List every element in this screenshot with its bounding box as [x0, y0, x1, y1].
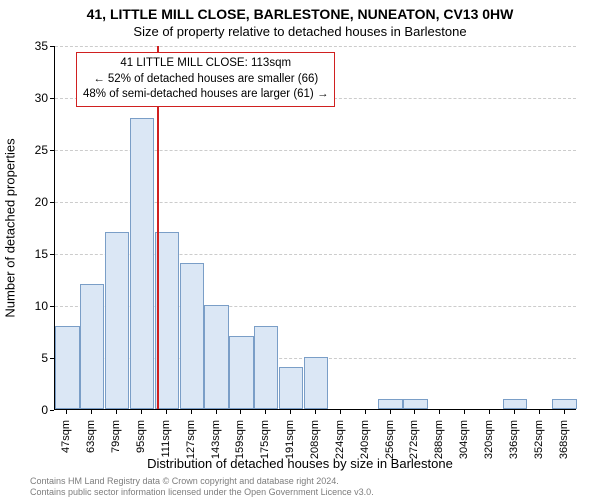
note-line-1: 41 LITTLE MILL CLOSE: 113sqm	[83, 56, 328, 72]
y-tick-label: 20	[8, 195, 48, 209]
chart-title: 41, LITTLE MILL CLOSE, BARLESTONE, NUNEA…	[0, 6, 600, 22]
histogram-bar	[403, 399, 427, 409]
x-tick	[141, 410, 142, 414]
x-tick	[464, 410, 465, 414]
x-tick-label: 95sqm	[135, 420, 147, 480]
x-tick-label: 224sqm	[334, 420, 346, 480]
y-tick-label: 30	[8, 91, 48, 105]
y-tick	[50, 254, 54, 255]
x-tick-label: 127sqm	[185, 420, 197, 480]
x-tick-label: 79sqm	[110, 420, 122, 480]
note-line-2: ← 52% of detached houses are smaller (66…	[83, 72, 328, 88]
y-axis-label: Number of detached properties	[3, 138, 18, 317]
marker-note: 41 LITTLE MILL CLOSE: 113sqm← 52% of det…	[76, 52, 335, 107]
histogram-bar	[204, 305, 228, 409]
x-tick	[365, 410, 366, 414]
x-tick	[166, 410, 167, 414]
x-tick-label: 336sqm	[508, 420, 520, 480]
x-tick-label: 288sqm	[433, 420, 445, 480]
y-tick	[50, 202, 54, 203]
x-tick-label: 191sqm	[284, 420, 296, 480]
y-tick	[50, 98, 54, 99]
y-tick-label: 25	[8, 143, 48, 157]
footer-line-2: Contains public sector information licen…	[30, 487, 374, 498]
histogram-bar	[552, 399, 576, 409]
histogram-bar	[378, 399, 402, 409]
x-tick	[240, 410, 241, 414]
x-tick	[340, 410, 341, 414]
x-tick-label: 304sqm	[458, 420, 470, 480]
x-tick-label: 175sqm	[259, 420, 271, 480]
histogram-bar	[304, 357, 328, 409]
x-tick-label: 352sqm	[533, 420, 545, 480]
note-line-3: 48% of semi-detached houses are larger (…	[83, 87, 328, 103]
x-tick-label: 320sqm	[483, 420, 495, 480]
x-tick	[91, 410, 92, 414]
x-tick	[489, 410, 490, 414]
x-tick-label: 159sqm	[234, 420, 246, 480]
histogram-bar	[254, 326, 278, 409]
y-tick-label: 5	[8, 351, 48, 365]
y-tick-label: 10	[8, 299, 48, 313]
x-tick-label: 256sqm	[384, 420, 396, 480]
footer-attribution: Contains HM Land Registry data © Crown c…	[30, 476, 374, 498]
chart-container: 41, LITTLE MILL CLOSE, BARLESTONE, NUNEA…	[0, 0, 600, 500]
x-tick	[116, 410, 117, 414]
x-tick-label: 143sqm	[210, 420, 222, 480]
x-tick-label: 272sqm	[408, 420, 420, 480]
histogram-bar	[105, 232, 129, 409]
histogram-bar	[130, 118, 154, 409]
x-tick	[564, 410, 565, 414]
x-tick-label: 240sqm	[359, 420, 371, 480]
x-tick-label: 208sqm	[309, 420, 321, 480]
x-tick	[439, 410, 440, 414]
y-tick-label: 15	[8, 247, 48, 261]
x-tick	[390, 410, 391, 414]
y-tick	[50, 306, 54, 307]
x-tick	[216, 410, 217, 414]
x-tick-label: 63sqm	[85, 420, 97, 480]
x-tick	[414, 410, 415, 414]
histogram-bar	[503, 399, 527, 409]
histogram-bar	[229, 336, 253, 409]
x-tick	[315, 410, 316, 414]
y-tick-label: 0	[8, 403, 48, 417]
histogram-bar	[180, 263, 204, 409]
x-tick	[66, 410, 67, 414]
histogram-bar	[279, 367, 303, 409]
x-tick-label: 111sqm	[160, 420, 172, 480]
y-tick	[50, 150, 54, 151]
y-tick	[50, 46, 54, 47]
y-tick-label: 35	[8, 39, 48, 53]
x-tick	[290, 410, 291, 414]
chart-subtitle: Size of property relative to detached ho…	[0, 24, 600, 39]
x-tick-label: 47sqm	[60, 420, 72, 480]
histogram-bar	[55, 326, 79, 409]
x-tick	[191, 410, 192, 414]
x-tick	[265, 410, 266, 414]
x-tick-label: 368sqm	[558, 420, 570, 480]
x-tick	[539, 410, 540, 414]
x-tick	[514, 410, 515, 414]
histogram-bar	[80, 284, 104, 409]
y-tick	[50, 358, 54, 359]
y-tick	[50, 410, 54, 411]
footer-line-1: Contains HM Land Registry data © Crown c…	[30, 476, 374, 487]
